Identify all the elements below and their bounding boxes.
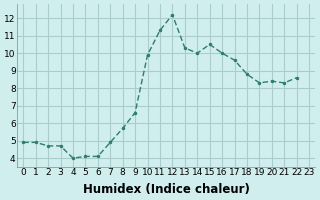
- X-axis label: Humidex (Indice chaleur): Humidex (Indice chaleur): [83, 183, 250, 196]
